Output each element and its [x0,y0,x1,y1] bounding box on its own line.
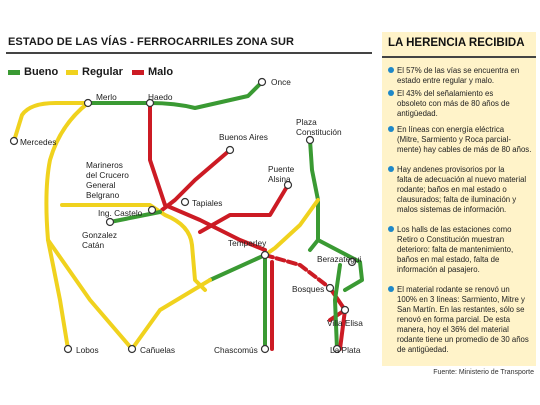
station-marker-mercedes [9,136,19,146]
station-label-marinos: Marineros del Crucero General Belgrano [86,160,129,200]
station-label-berazategui: Berazategui [317,254,362,264]
station-label-lobos: Lobos [76,345,99,355]
station-label-bosques: Bosques [292,284,325,294]
track-lobos-canuelas [46,238,134,351]
station-marker-chascomus [260,344,270,354]
track-berazategui [316,238,364,292]
info-item: El 43% del señalamiento es obsoleto con … [388,89,536,119]
station-marker-canuelas [127,344,137,354]
station-label-canuelas: Cañuelas [140,345,176,355]
info-item: Hay andenes provisorios por la falta de … [388,165,536,215]
bullet-icon [388,286,394,292]
track-merlo-mercedes [12,101,90,143]
station-marker-buenos-aires [225,145,235,155]
legend-label-regular: Regular [82,66,123,78]
legend-swatch-malo [132,69,144,75]
station-marker-haedo [145,98,155,108]
track-constitucion-temperley [263,198,320,257]
info-item: En líneas con energía eléctrica (Mitre, … [388,125,536,155]
station-label-once: Once [271,77,291,87]
rail-map [9,77,364,354]
station-label-haedo: Haedo [148,92,173,102]
station-marker-tapiales [180,197,190,207]
info-item: Los halls de las estaciones como Retiro … [388,225,536,275]
track-haedo-temperley [148,101,267,252]
station-label-temperley: Temperley [228,238,267,248]
station-marker-puente-alsina [283,180,293,190]
info-item: El material rodante se renovó un 100% en… [388,285,536,355]
track-merlo-lobos [44,101,90,351]
legend-swatch-regular [66,69,78,75]
source-note: Fuente: Ministerio de Transporte [433,369,534,376]
station-marker-temperley [260,250,270,260]
info-sidebar: LA HERENCIA RECIBIDA [382,32,536,366]
station-marker-ing-castelo [147,205,157,215]
station-label-mercedes: Mercedes [20,137,57,147]
legend-label-malo: Malo [148,66,174,78]
page-title: ESTADO DE LAS VÍAS - FERROCARRILES ZONA … [8,36,295,48]
station-label-plaza-constitucion: Plaza Constitución [296,117,342,137]
station-marker-berazategui [347,257,357,267]
track-la-plata-red [338,308,347,351]
track-la-plata [333,263,342,351]
station-marker-merlo [83,98,93,108]
track-buenos-aires [160,148,232,212]
station-label-chascomus: Chascomús [214,345,258,355]
station-label-puente-alsina: Puente Alsina [268,164,295,184]
track-canuelas [130,278,212,351]
station-marker-lobos [63,344,73,354]
station-label-gonzalez-catan: Gonzalez Catán [82,230,118,250]
station-label-villa-elisa: Villa Elisa [327,318,363,328]
station-label-merlo: Merlo [96,92,117,102]
legend-item-bueno: Bueno [8,66,58,78]
track-temperley-canuelas [208,253,267,282]
track-puente-alsina [198,183,290,234]
track-temperley-bosques [263,253,332,290]
track-marinos [60,203,207,292]
station-marker-plaza-constitucion [305,135,315,145]
station-marker-bosques [325,283,335,293]
track-constitucion [308,138,320,252]
title-rule [6,52,372,54]
station-marker-gonzalez-catan [105,217,115,227]
bullet-icon [388,90,394,96]
bullet-icon [388,67,394,73]
bullet-icon [388,166,394,172]
sidebar-rule [382,56,536,58]
station-label-ing-castelo: Ing. Castelo [98,208,143,218]
sidebar-title: LA HERENCIA RECIBIDA [388,37,525,49]
bullet-icon [388,226,394,232]
bullet-icon [388,126,394,132]
station-marker-once [257,77,267,87]
station-label-buenos-aires: Buenos Aires [219,132,268,142]
station-label-tapiales: Tapiales [192,198,223,208]
info-item: El 57% de las vías se encuentra en estad… [388,66,536,86]
station-marker-villa-elisa [340,305,350,315]
station-marker-la-plata [332,344,342,354]
station-label-la-plata: La Plata [330,345,361,355]
legend-item-malo: Malo [132,66,173,78]
legend-item-regular: Regular [66,66,123,78]
legend-label-bueno: Bueno [24,66,59,78]
legend-swatch-bueno [8,69,20,75]
